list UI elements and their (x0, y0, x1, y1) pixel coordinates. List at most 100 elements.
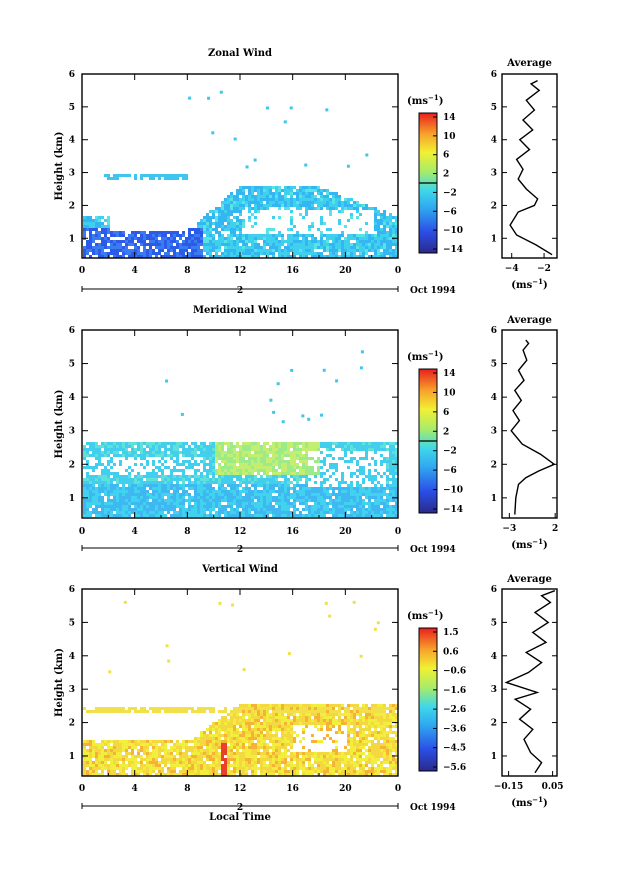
heatmap-cell (248, 704, 251, 707)
heatmap-cell (266, 189, 269, 192)
heatmap-cell (278, 243, 281, 246)
heatmap-cell (386, 225, 389, 228)
heatmap-cell (215, 758, 218, 761)
heatmap-cell (158, 749, 161, 752)
heatmap-cell (227, 478, 230, 481)
heatmap-cell (212, 478, 215, 481)
heatmap-cell (275, 234, 278, 237)
heatmap-cell (218, 255, 221, 258)
heatmap-cell (389, 252, 392, 255)
heatmap-cell (215, 481, 218, 484)
heatmap-cell (155, 442, 158, 445)
heatmap-cell (158, 177, 161, 180)
heatmap-cell (176, 496, 179, 499)
heatmap-cell (257, 234, 260, 237)
heatmap-cell (320, 484, 323, 487)
heatmap-cell (155, 451, 158, 454)
heatmap-cell (275, 442, 278, 445)
heatmap-cell (281, 243, 284, 246)
heatmap-cell (191, 240, 194, 243)
heatmap-cell (110, 466, 113, 469)
heatmap-cell (368, 207, 371, 210)
heatmap-cell (338, 496, 341, 499)
heatmap-cell (284, 740, 287, 743)
heatmap-cell (266, 770, 269, 773)
heatmap-cell (353, 472, 356, 475)
heatmap-cell (98, 755, 101, 758)
heatmap-cell (167, 487, 170, 490)
x-tick-label: 20 (339, 266, 352, 276)
heatmap-cell (245, 737, 248, 740)
heatmap-cell (311, 234, 314, 237)
heatmap-cell (209, 231, 212, 234)
heatmap-cell (116, 755, 119, 758)
heatmap-cell (368, 249, 371, 252)
heatmap-cell (206, 773, 209, 776)
heatmap-cell (179, 746, 182, 749)
heatmap-cell (254, 722, 257, 725)
heatmap-cell (386, 222, 389, 225)
heatmap-cell (188, 246, 191, 249)
heatmap-cell (143, 746, 146, 749)
heatmap-cell (320, 710, 323, 713)
heatmap-cell (257, 463, 260, 466)
heatmap-cell (107, 493, 110, 496)
heatmap-cell (326, 255, 329, 258)
heatmap-cell (86, 454, 89, 457)
heatmap-cell (305, 514, 308, 517)
heatmap-cell (230, 719, 233, 722)
heatmap-cell (323, 496, 326, 499)
heatmap-cell (158, 505, 161, 508)
heatmap-cell (86, 451, 89, 454)
heatmap-cell (368, 448, 371, 451)
heatmap-cell (347, 460, 350, 463)
heatmap-cell (254, 481, 257, 484)
profile-line (510, 339, 556, 515)
heatmap-cell (266, 496, 269, 499)
heatmap-cell (197, 246, 200, 249)
heatmap-cell (125, 505, 128, 508)
heatmap-cell (329, 204, 332, 207)
heatmap-cell (335, 478, 338, 481)
heatmap-cell (233, 454, 236, 457)
heatmap-cell (188, 514, 191, 517)
heatmap-cell (392, 448, 395, 451)
heatmap-cell (155, 511, 158, 514)
heatmap-cell (146, 508, 149, 511)
heatmap-cell (182, 445, 185, 448)
heatmap-cell (188, 770, 191, 773)
heatmap-cell (266, 207, 269, 210)
heatmap-cell (215, 511, 218, 514)
heatmap-cell (227, 713, 230, 716)
x-tick-label: 0 (395, 527, 401, 537)
heatmap-cell (182, 177, 185, 180)
heatmap-cell (200, 502, 203, 505)
heatmap-cell (302, 204, 305, 207)
heatmap-cell (263, 481, 266, 484)
heatmap-cell (299, 767, 302, 770)
heatmap-cell (389, 225, 392, 228)
heatmap-cell (170, 255, 173, 258)
heatmap-cell (338, 210, 341, 213)
heatmap-cell (98, 484, 101, 487)
heatmap-cell (134, 758, 137, 761)
heatmap-cell (320, 451, 323, 454)
heatmap-cell (245, 746, 248, 749)
heatmap-cell (107, 707, 110, 710)
heatmap-cell (137, 710, 140, 713)
heatmap-cell (293, 713, 296, 716)
heatmap-cell (158, 511, 161, 514)
heatmap-cell (131, 496, 134, 499)
heatmap-cell (302, 454, 305, 457)
heatmap-cell (257, 707, 260, 710)
heatmap-cell (239, 478, 242, 481)
heatmap-cell (191, 508, 194, 511)
heatmap-cell (236, 710, 239, 713)
heatmap-cell (308, 448, 311, 451)
heatmap-cell (104, 174, 107, 177)
heatmap-cell (206, 767, 209, 770)
heatmap-cell (140, 234, 143, 237)
heatmap-cell (248, 201, 251, 204)
heatmap-cell (254, 198, 257, 201)
